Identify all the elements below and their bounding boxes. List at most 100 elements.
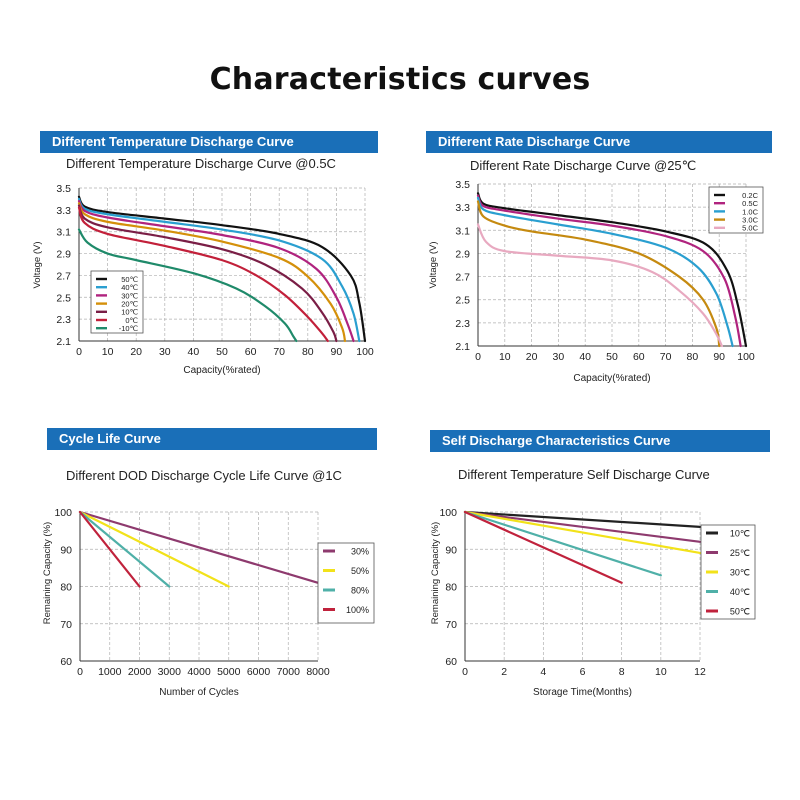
x-tick-label: 6000 <box>247 666 271 678</box>
x-tick-label: 90 <box>713 351 725 363</box>
y-tick-label: 3.5 <box>455 179 470 191</box>
x-tick-label: 20 <box>130 346 142 358</box>
x-tick-label: 70 <box>660 351 672 363</box>
y-axis-label: Remaining Capacity (%) <box>430 522 441 624</box>
x-tick-label: 8000 <box>306 666 330 678</box>
y-tick-label: 2.1 <box>455 341 470 353</box>
y-tick-label: 100 <box>54 507 72 519</box>
series-line-10℃ <box>463 510 702 528</box>
x-tick-label: 0 <box>77 666 83 678</box>
x-tick-label: 30 <box>159 346 171 358</box>
chart-title-rate-discharge: Different Rate Discharge Curve @25℃ <box>470 158 697 173</box>
x-tick-label: 0 <box>462 666 468 678</box>
legend-label: 40℃ <box>121 283 138 292</box>
series-line-20℃ <box>77 202 347 343</box>
series-line-25℃ <box>463 510 702 543</box>
series-line-0.2C <box>476 192 748 348</box>
legend-label: 80% <box>351 585 369 595</box>
x-axis-label: Number of Cycles <box>159 687 238 698</box>
x-tick-label: 1000 <box>98 666 122 678</box>
y-axis-label: Remaining Capacity (%) <box>42 522 53 624</box>
legend-label: 40℃ <box>730 587 750 597</box>
y-tick-label: 60 <box>445 656 457 668</box>
series-line-3.0C <box>476 200 721 348</box>
x-tick-label: 90 <box>331 346 343 358</box>
series-line-50℃ <box>463 510 623 584</box>
legend-label: 0.2C <box>742 191 758 200</box>
x-axis-label: Capacity(%rated) <box>573 373 650 384</box>
legend-label: 1.0C <box>742 207 758 216</box>
series-line-30℃ <box>463 510 702 555</box>
y-tick-label: 80 <box>60 582 72 594</box>
x-tick-label: 50 <box>606 351 618 363</box>
y-tick-label: 90 <box>445 544 457 556</box>
series-line-80% <box>78 510 171 588</box>
x-tick-label: 100 <box>356 346 374 358</box>
x-tick-label: 6 <box>580 666 586 678</box>
y-tick-label: 2.7 <box>455 272 470 284</box>
legend-label: 50℃ <box>121 275 138 284</box>
y-tick-label: 3.1 <box>455 225 470 237</box>
y-tick-label: 3.1 <box>56 227 71 239</box>
panel-banner-self-discharge: Self Discharge Characteristics Curve <box>430 430 770 452</box>
y-tick-label: 2.3 <box>455 318 470 330</box>
legend-label: -10℃ <box>119 324 139 333</box>
x-tick-label: 30 <box>553 351 565 363</box>
legend-label: 20℃ <box>121 299 138 308</box>
series-line-50% <box>78 510 230 588</box>
y-tick-label: 2.1 <box>56 336 71 348</box>
x-tick-label: 40 <box>579 351 591 363</box>
y-tick-label: 90 <box>60 544 72 556</box>
y-tick-label: 70 <box>445 619 457 631</box>
x-tick-label: 3000 <box>158 666 182 678</box>
x-tick-label: 60 <box>245 346 257 358</box>
series-line-100% <box>78 510 141 588</box>
series-line-0.5C <box>476 194 742 348</box>
series-line-0℃ <box>77 206 329 343</box>
series-line-5.0C <box>476 223 723 348</box>
x-tick-label: 10 <box>102 346 114 358</box>
y-tick-label: 2.9 <box>56 249 71 261</box>
x-tick-label: 80 <box>302 346 314 358</box>
y-tick-label: 3.3 <box>455 202 470 214</box>
series-line-10℃ <box>77 204 338 343</box>
x-tick-label: 12 <box>694 666 706 678</box>
y-tick-label: 2.9 <box>455 248 470 260</box>
y-tick-label: 2.3 <box>56 314 71 326</box>
x-axis-label: Capacity(%rated) <box>183 365 260 376</box>
y-tick-label: 3.5 <box>56 183 71 195</box>
x-tick-label: 4000 <box>187 666 211 678</box>
chart-title-self-discharge: Different Temperature Self Discharge Cur… <box>458 467 710 482</box>
x-tick-label: 5000 <box>217 666 241 678</box>
y-axis-label: Voltage (V) <box>428 242 439 289</box>
y-axis-label: Voltage (V) <box>32 242 43 289</box>
chart-title-cycle-life: Different DOD Discharge Cycle Life Curve… <box>66 468 342 483</box>
x-tick-label: 2 <box>501 666 507 678</box>
x-tick-label: 80 <box>687 351 699 363</box>
legend-label: 25℃ <box>730 548 750 558</box>
x-tick-label: 10 <box>655 666 667 678</box>
x-tick-label: 4 <box>540 666 546 678</box>
page-title: Characteristics curves <box>209 62 591 97</box>
legend-label: 30℃ <box>121 291 138 300</box>
panel-banner-rate-discharge: Different Rate Discharge Curve <box>426 131 772 153</box>
x-tick-label: 40 <box>188 346 200 358</box>
legend-label: 5.0C <box>742 224 758 233</box>
x-tick-label: 70 <box>273 346 285 358</box>
series-line-50℃ <box>77 195 367 343</box>
series-line-30℃ <box>77 200 355 343</box>
x-tick-label: 50 <box>216 346 228 358</box>
series-line-30% <box>78 510 320 584</box>
x-tick-label: 0 <box>76 346 82 358</box>
y-tick-label: 2.5 <box>455 295 470 307</box>
series-line-40℃ <box>77 197 361 343</box>
legend-label: 3.0C <box>742 215 758 224</box>
legend-label: 100% <box>346 605 369 615</box>
series-line--10℃ <box>77 228 298 343</box>
panel-banner-temperature-discharge: Different Temperature Discharge Curve <box>40 131 378 153</box>
x-axis-label: Storage Time(Months) <box>533 687 632 698</box>
panel-banner-cycle-life: Cycle Life Curve <box>47 428 377 450</box>
legend-label: 10℃ <box>121 308 138 317</box>
y-tick-label: 70 <box>60 619 72 631</box>
